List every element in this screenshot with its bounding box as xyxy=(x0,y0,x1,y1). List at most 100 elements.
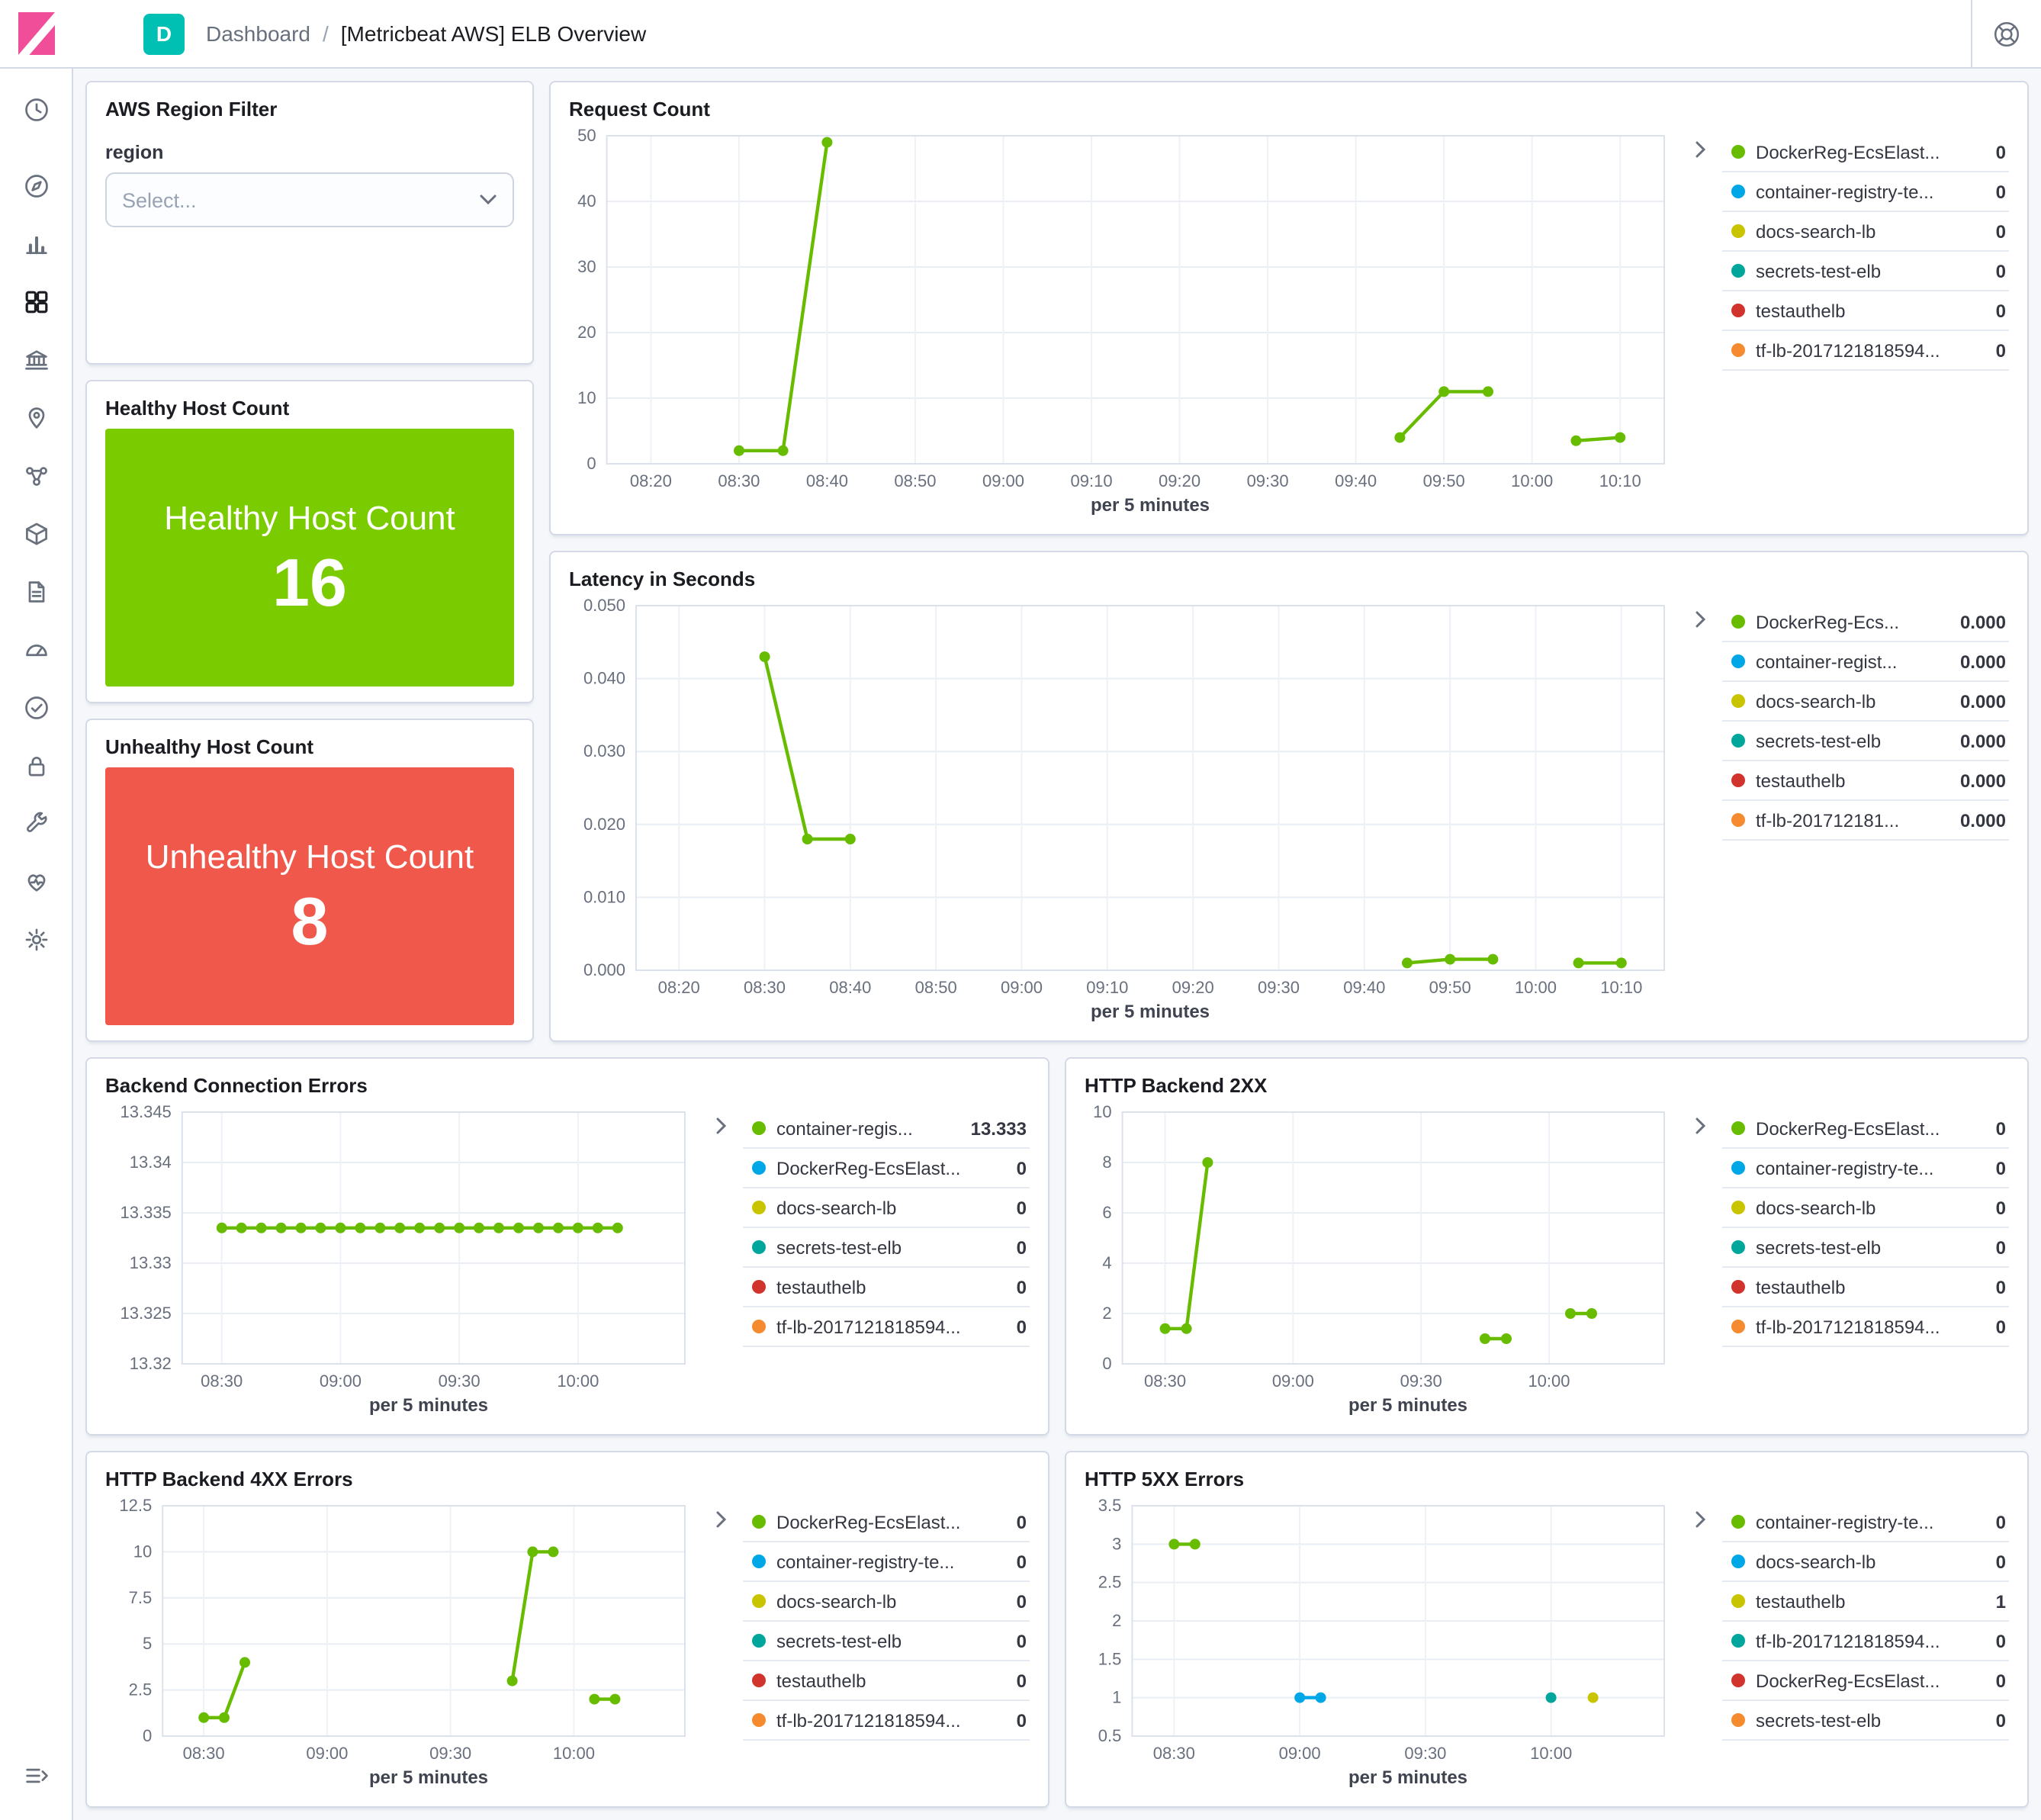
nav-visualize[interactable] xyxy=(0,215,72,273)
legend-item[interactable]: DockerReg-EcsElast... 0 xyxy=(743,1149,1030,1188)
legend-item[interactable]: container-regis... 13.333 xyxy=(743,1109,1030,1149)
legend-collapse-icon[interactable] xyxy=(1695,1109,1716,1422)
legend-item[interactable]: testauthelb 0.000 xyxy=(1722,761,2009,801)
chart-legend: container-regis... 13.333 DockerReg-EcsEla… xyxy=(706,1103,1030,1422)
request-count-chart[interactable]: 0 10 20 30 40 50 08:20 08:30 08:40 08:50 09:00 09:1… xyxy=(569,127,1686,494)
legend-item[interactable]: tf-lb-2017121818594... 0 xyxy=(743,1701,1030,1741)
legend-collapse-icon[interactable] xyxy=(1695,133,1716,522)
legend-item[interactable]: container-registry-te... 0 xyxy=(1722,1149,2009,1188)
legend-item[interactable]: docs-search-lb 0 xyxy=(743,1582,1030,1622)
legend-item[interactable]: container-registry-te... 0 xyxy=(1722,1503,2009,1542)
nav-maps[interactable] xyxy=(0,389,72,447)
legend-item[interactable]: docs-search-lb 0 xyxy=(1722,1542,2009,1582)
legend-collapse-icon[interactable] xyxy=(715,1109,737,1422)
nav-dev-tools[interactable] xyxy=(0,795,72,853)
legend-value: 0 xyxy=(1016,1670,1027,1691)
svg-text:0: 0 xyxy=(587,454,596,473)
legend-value: 0 xyxy=(1995,1316,2006,1337)
legend-item[interactable]: testauthelb 0 xyxy=(743,1268,1030,1307)
series-color-dot xyxy=(1731,734,1745,748)
legend-label: DockerReg-EcsElast... xyxy=(776,1511,961,1532)
chart-legend: DockerReg-EcsElast... 0 container-registry… xyxy=(1686,1103,2009,1422)
legend-item[interactable]: docs-search-lb 0 xyxy=(743,1188,1030,1228)
legend-item[interactable]: secrets-test-elb 0 xyxy=(1722,252,2009,291)
legend-item[interactable]: tf-lb-2017121818594... 0 xyxy=(743,1307,1030,1347)
nav-infrastructure[interactable] xyxy=(0,505,72,563)
legend-collapse-icon[interactable] xyxy=(1695,603,1716,1028)
nav-recently-viewed[interactable] xyxy=(0,81,72,139)
svg-text:09:20: 09:20 xyxy=(1159,471,1200,490)
nav-stack-monitoring[interactable] xyxy=(0,853,72,911)
nav-security[interactable] xyxy=(0,737,72,795)
latency-chart[interactable]: 0.000 0.010 0.020 0.030 0.040 0.050 08:20 08:30… xyxy=(569,596,1686,1001)
legend-collapse-icon[interactable] xyxy=(1695,1503,1716,1794)
panel-title: Unhealthy Host Count xyxy=(105,735,313,758)
panel-latency: Latency in Seconds 0.000 0.010 0.020 0.030 0… xyxy=(549,551,2029,1042)
legend-label: docs-search-lb xyxy=(1756,1197,1876,1218)
region-select[interactable]: Select... xyxy=(105,172,514,227)
legend-item[interactable]: testauthelb 0 xyxy=(743,1661,1030,1701)
series-color-dot xyxy=(1731,1634,1745,1648)
legend-item[interactable]: tf-lb-2017121818594... 0 xyxy=(1722,1307,2009,1347)
nav-machine-learning[interactable] xyxy=(0,447,72,505)
legend-item[interactable]: testauthelb 1 xyxy=(1722,1582,2009,1622)
page-title: [Metricbeat AWS] ELB Overview xyxy=(340,21,647,46)
legend-value: 0 xyxy=(1016,1316,1027,1337)
legend-value: 0 xyxy=(1016,1590,1027,1612)
nav-canvas[interactable] xyxy=(0,331,72,389)
legend-item[interactable]: container-registry-te... 0 xyxy=(743,1542,1030,1582)
breadcrumb-dashboard-link[interactable]: Dashboard xyxy=(206,21,310,46)
svg-text:1: 1 xyxy=(1112,1688,1121,1707)
http-backend-2xx-chart[interactable]: 0 2 4 6 8 10 08:30 09:00 09:30 10:00 xyxy=(1085,1103,1686,1394)
svg-text:09:10: 09:10 xyxy=(1086,978,1128,997)
legend-item[interactable]: testauthelb 0 xyxy=(1722,291,2009,331)
legend-label: tf-lb-201712181... xyxy=(1756,809,1900,831)
nav-collapse-button[interactable] xyxy=(0,1747,72,1820)
svg-text:09:00: 09:00 xyxy=(1272,1371,1314,1391)
series-color-dot xyxy=(752,1594,766,1608)
nav-uptime[interactable] xyxy=(0,679,72,737)
series-color-dot xyxy=(1731,1713,1745,1727)
legend-item[interactable]: DockerReg-Ecs... 0.000 xyxy=(1722,603,2009,642)
legend-item[interactable]: DockerReg-EcsElast... 0 xyxy=(1722,1661,2009,1701)
nav-management[interactable] xyxy=(0,911,72,969)
help-icon[interactable] xyxy=(1992,19,2021,48)
legend-label: secrets-test-elb xyxy=(1756,730,1882,751)
nav-dashboard[interactable] xyxy=(0,273,72,331)
legend-label: DockerReg-EcsElast... xyxy=(1756,1670,1940,1691)
legend-item[interactable]: tf-lb-201712181... 0.000 xyxy=(1722,801,2009,841)
legend-item[interactable]: secrets-test-elb 0.000 xyxy=(1722,722,2009,761)
legend-item[interactable]: container-registry-te... 0 xyxy=(1722,172,2009,212)
legend-item[interactable]: DockerReg-EcsElast... 0 xyxy=(1722,133,2009,172)
legend-item[interactable]: container-regist... 0.000 xyxy=(1722,642,2009,682)
svg-text:13.325: 13.325 xyxy=(121,1304,172,1323)
legend-item[interactable]: docs-search-lb 0 xyxy=(1722,212,2009,252)
http-5xx-chart[interactable]: 0.5 1 1.5 2 2.5 3 3.5 08:30 09:00 09:30 10:00 xyxy=(1085,1497,1686,1767)
backend-connection-errors-chart[interactable]: 13.32 13.325 13.33 13.335 13.34 13.345 08:30 09… xyxy=(105,1103,706,1394)
legend-item[interactable]: tf-lb-2017121818594... 0 xyxy=(1722,331,2009,371)
legend-item[interactable]: tf-lb-2017121818594... 0 xyxy=(1722,1622,2009,1661)
nav-logs[interactable] xyxy=(0,563,72,621)
legend-item[interactable]: docs-search-lb 0.000 xyxy=(1722,682,2009,722)
svg-text:08:50: 08:50 xyxy=(894,471,936,490)
series-color-dot xyxy=(752,1555,766,1568)
unhealthy-host-count-metric: Unhealthy Host Count 8 xyxy=(105,767,514,1025)
legend-item[interactable]: secrets-test-elb 0 xyxy=(1722,1701,2009,1741)
legend-item[interactable]: docs-search-lb 0 xyxy=(1722,1188,2009,1228)
legend-label: testauthelb xyxy=(1756,1276,1846,1297)
legend-item[interactable]: secrets-test-elb 0 xyxy=(743,1622,1030,1661)
nav-discover[interactable] xyxy=(0,157,72,215)
kibana-logo[interactable] xyxy=(0,12,73,55)
legend-item[interactable]: testauthelb 0 xyxy=(1722,1268,2009,1307)
chart-canvas: 0.5 1 1.5 2 2.5 3 3.5 08:30 09:00 09:30 10:00 xyxy=(1098,1497,1665,1763)
legend-label: DockerReg-Ecs... xyxy=(1756,611,1900,632)
legend-item[interactable]: secrets-test-elb 0 xyxy=(1722,1228,2009,1268)
legend-item[interactable]: secrets-test-elb 0 xyxy=(743,1228,1030,1268)
nav-apm[interactable] xyxy=(0,621,72,679)
legend-collapse-icon[interactable] xyxy=(715,1503,737,1794)
legend-item[interactable]: DockerReg-EcsElast... 0 xyxy=(1722,1109,2009,1149)
legend-item[interactable]: DockerReg-EcsElast... 0 xyxy=(743,1503,1030,1542)
series-color-dot xyxy=(1731,1594,1745,1608)
http-backend-4xx-chart[interactable]: 0 2.5 5 7.5 10 12.5 08:30 09:00 09:30 10:00 xyxy=(105,1497,706,1767)
series-color-dot xyxy=(1731,654,1745,668)
